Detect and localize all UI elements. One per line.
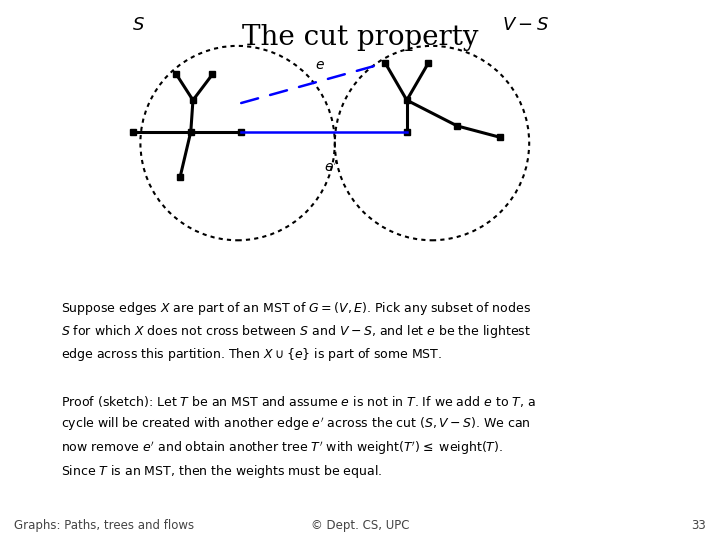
Text: $e'$: $e'$ (324, 160, 338, 176)
Text: Suppose edges $X$ are part of an MST of $G = (V, E)$. Pick any subset of nodes
$: Suppose edges $X$ are part of an MST of … (61, 300, 531, 363)
Text: $V - S$: $V - S$ (502, 16, 549, 35)
Text: 33: 33 (691, 519, 706, 532)
Text: $e$: $e$ (315, 58, 325, 71)
Text: The cut property: The cut property (242, 24, 478, 51)
Text: $S$: $S$ (132, 16, 145, 35)
Text: © Dept. CS, UPC: © Dept. CS, UPC (311, 519, 409, 532)
Text: Proof (sketch): Let $T$ be an MST and assume $e$ is not in $T$. If we add $e$ to: Proof (sketch): Let $T$ be an MST and as… (61, 394, 536, 480)
Text: Graphs: Paths, trees and flows: Graphs: Paths, trees and flows (14, 519, 194, 532)
